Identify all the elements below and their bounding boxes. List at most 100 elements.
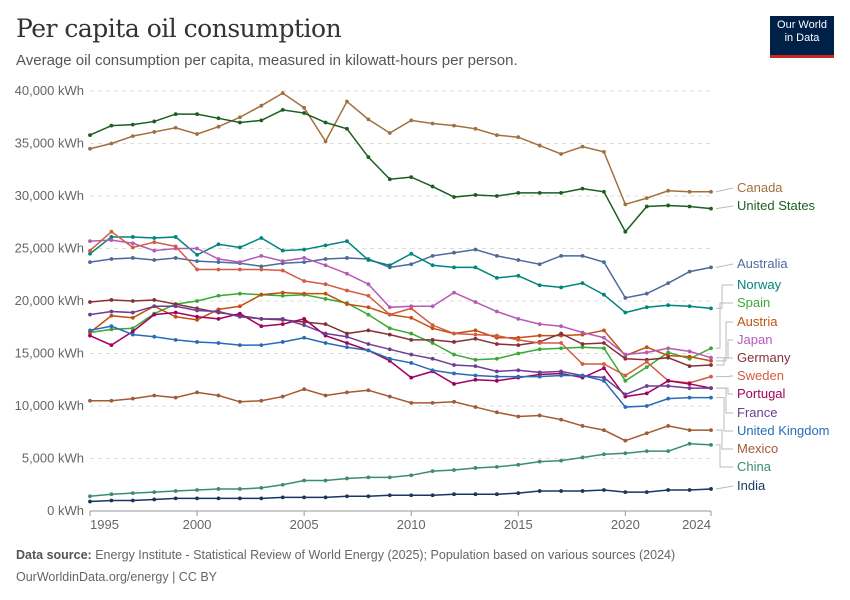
logo-line-1: Our World: [777, 19, 827, 31]
data-point: [409, 337, 414, 342]
data-point: [323, 297, 328, 301]
data-point: [280, 108, 285, 112]
data-point: [173, 235, 178, 239]
legend-item-sweden: Sweden: [716, 368, 784, 383]
data-point: [537, 322, 542, 326]
data-point: [580, 144, 585, 149]
data-point: [473, 377, 478, 382]
data-point: [452, 195, 456, 199]
data-point: [280, 259, 285, 263]
data-point: [216, 487, 221, 491]
legend-label: Germany: [737, 350, 791, 365]
y-tick-label: 15,000 kWh: [15, 346, 84, 361]
data-point: [152, 236, 157, 240]
owid-logo[interactable]: Our World in Data: [770, 16, 834, 58]
data-point: [452, 290, 456, 295]
data-point: [709, 395, 713, 400]
data-point: [130, 396, 135, 401]
data-point: [195, 308, 199, 313]
data-point: [237, 120, 242, 125]
data-point: [687, 488, 692, 492]
data-point: [452, 382, 456, 386]
data-point: [602, 362, 606, 366]
data-point: [216, 116, 221, 121]
data-point: [323, 322, 328, 326]
data-point: [473, 405, 478, 409]
data-point: [644, 490, 649, 494]
data-point: [152, 130, 157, 134]
credit-link[interactable]: OurWorldinData.org/energy | CC BY: [16, 570, 218, 584]
data-point: [280, 482, 285, 487]
legend-item-china: China: [716, 444, 772, 474]
data-point: [216, 257, 221, 261]
data-point: [366, 293, 371, 298]
legend-item-australia: Australia: [715, 256, 788, 271]
data-point: [430, 400, 435, 405]
series-united-kingdom: [88, 324, 713, 409]
data-point: [452, 250, 456, 255]
data-point: [473, 193, 478, 197]
data-point: [687, 386, 692, 391]
data-point: [559, 489, 564, 493]
data-point: [302, 387, 307, 392]
data-point: [516, 343, 521, 347]
data-point: [302, 495, 307, 500]
series-united-states: [88, 108, 713, 234]
data-point: [452, 331, 456, 336]
data-point: [537, 283, 542, 288]
data-point: [195, 318, 199, 322]
series-line: [90, 388, 711, 442]
data-point: [237, 291, 242, 296]
data-point: [237, 311, 242, 316]
data-point: [259, 253, 264, 258]
data-point: [473, 466, 478, 470]
data-point: [494, 342, 499, 346]
data-point: [109, 324, 114, 329]
data-point: [130, 299, 135, 303]
data-point: [259, 292, 264, 297]
data-point: [387, 475, 392, 480]
data-point: [345, 99, 349, 104]
data-point: [280, 293, 285, 298]
data-point: [559, 324, 564, 329]
data-point: [559, 285, 564, 290]
data-point: [259, 316, 264, 321]
data-point: [687, 269, 692, 274]
data-point: [387, 493, 392, 498]
data-point: [88, 494, 92, 499]
data-point: [687, 204, 692, 209]
data-point: [323, 120, 328, 125]
data-point: [173, 314, 178, 319]
data-point: [216, 260, 221, 265]
legend-label: Japan: [737, 332, 772, 347]
data-point: [280, 495, 285, 500]
data-point: [580, 342, 585, 346]
y-tick-label: 20,000 kWh: [15, 293, 84, 308]
data-point: [644, 431, 649, 436]
data-point: [452, 399, 456, 404]
data-point: [473, 492, 478, 497]
data-point: [666, 303, 671, 308]
data-point: [709, 189, 713, 194]
legend-connector: [716, 339, 733, 359]
data-point: [409, 118, 414, 123]
series-line: [89, 488, 712, 503]
data-point: [537, 489, 542, 493]
data-point: [687, 349, 692, 354]
data-point: [709, 355, 713, 360]
legend-label: France: [737, 405, 777, 420]
gridlines: [90, 90, 711, 459]
series-line: [89, 311, 712, 398]
data-point: [687, 364, 692, 368]
data-point: [623, 438, 628, 443]
data-point: [516, 316, 521, 321]
x-axis: 1995 2000 2005 2010 2015 2020 2024: [89, 510, 712, 532]
data-point: [345, 494, 349, 499]
data-point: [152, 497, 157, 502]
series-spain: [88, 291, 713, 383]
data-point: [173, 489, 178, 493]
data-point: [237, 115, 242, 120]
series-japan: [88, 238, 713, 360]
data-point: [88, 248, 92, 253]
data-point: [580, 373, 585, 378]
